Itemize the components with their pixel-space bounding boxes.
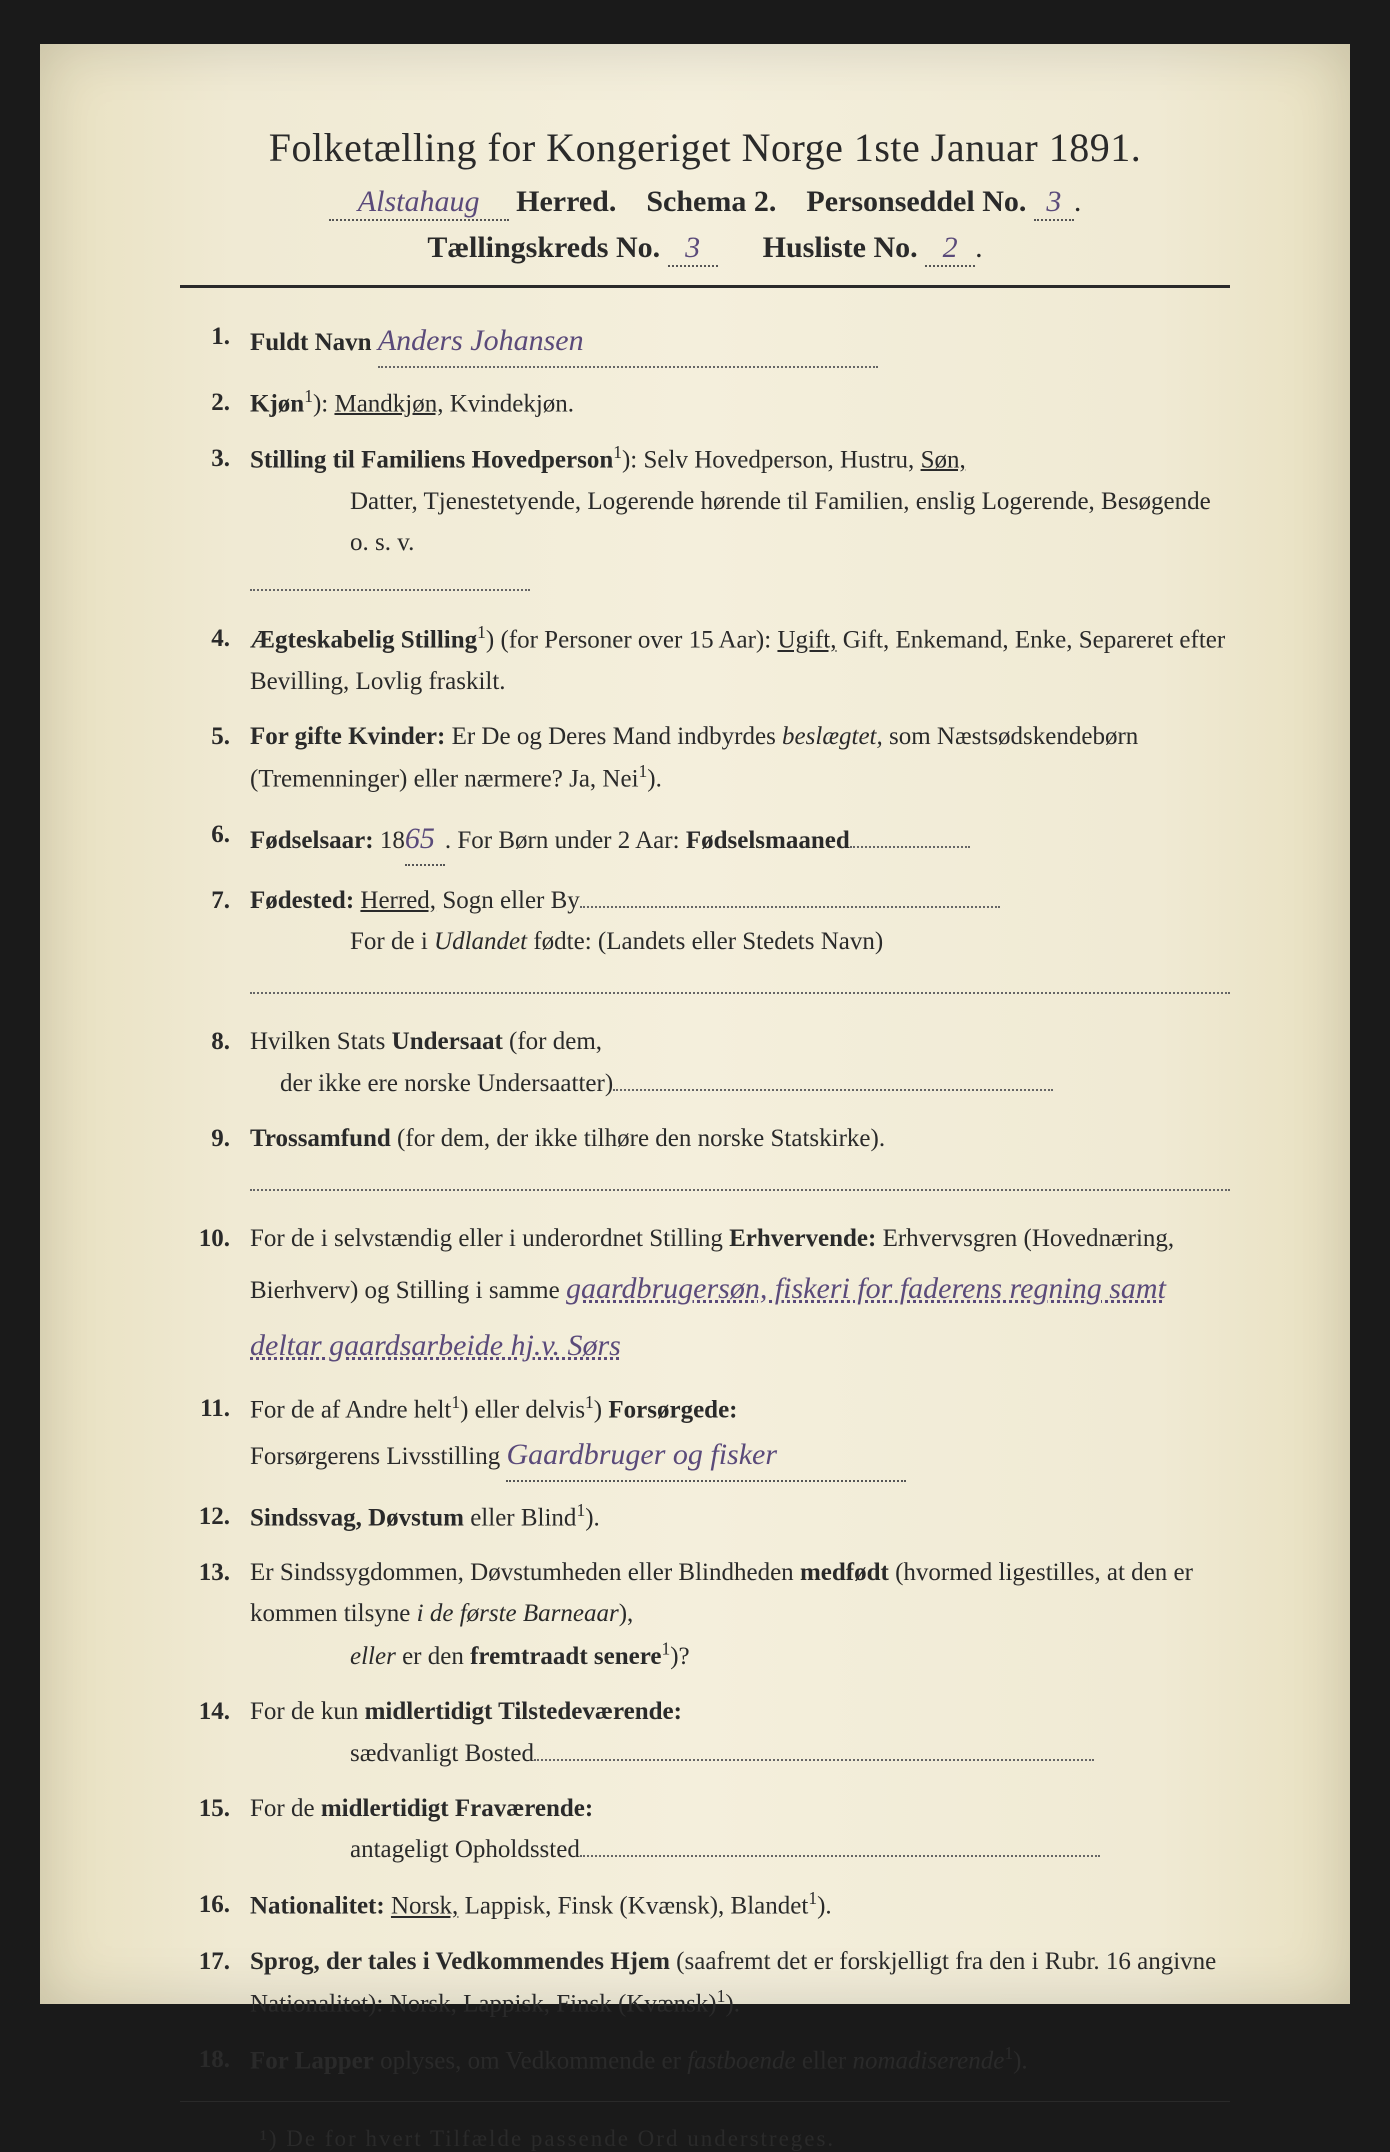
footnote-text: ¹) De for hvert Tilfælde passende Ord un… [180,2126,1230,2152]
field-6-birthyear: 6. Fødselsaar: 1865. For Børn under 2 Aa… [180,814,1230,866]
field-16-nationality: 16. Nationalitet: Norsk, Lappisk, Finsk … [180,1884,1230,1927]
personseddel-label: Personseddel No. [806,185,1026,218]
header-line-2: Alstahaug Herred. Schema 2. Personseddel… [180,185,1230,221]
kreds-label: Tællingskreds No. [427,231,660,264]
field-3-relation: 3. Stilling til Familiens Hovedperson1):… [180,438,1230,604]
header-line-3: Tællingskreds No. 3 Husliste No. 2. [180,231,1230,267]
husliste-no: 2 [925,231,975,267]
field-2-sex: 2. Kjøn1): Mandkjøn, Kvindekjøn. [180,382,1230,425]
field-15-temp-absent: 15. For de midlertidigt Fraværende: anta… [180,1788,1230,1871]
header-divider [180,285,1230,288]
field-17-language: 17. Sprog, der tales i Vedkommendes Hjem… [180,1941,1230,2025]
personseddel-no: 3 [1034,185,1074,221]
field-5-kinship: 5. For gifte Kvinder: Er De og Deres Man… [180,716,1230,800]
field-13-disability-onset: 13. Er Sindssygdommen, Døvstumheden elle… [180,1552,1230,1677]
herred-name-handwritten: Alstahaug [329,185,509,221]
field-11-dependent: 11. For de af Andre helt1) eller delvis1… [180,1388,1230,1482]
herred-label: Herred. [516,185,616,218]
field-1-name: 1. Fuldt Navn Anders Johansen [180,316,1230,368]
form-title: Folketælling for Kongeriget Norge 1ste J… [180,124,1230,171]
footnote-divider [180,2101,1230,2102]
kreds-no: 3 [668,231,718,267]
field-10-occupation: 10. For de i selvstændig eller i underor… [180,1218,1230,1373]
field-14-temp-present: 14. For de kun midlertidigt Tilstedevære… [180,1691,1230,1774]
field-18-sami: 18. For Lapper oplyses, om Vedkommende e… [180,2039,1230,2082]
census-form-page: Folketælling for Kongeriget Norge 1ste J… [40,44,1350,2004]
field-9-religion: 9. Trossamfund (for dem, der ikke tilhør… [180,1118,1230,1205]
field-12-disability: 12. Sindssvag, Døvstum eller Blind1). [180,1496,1230,1539]
field-8-citizenship: 8. Hvilken Stats Undersaat (for dem, der… [180,1021,1230,1104]
field-7-birthplace: 7. Fødested: Herred, Sogn eller By For d… [180,880,1230,1008]
schema-label: Schema 2. [646,185,776,218]
field-4-marital: 4. Ægteskabelig Stilling1) (for Personer… [180,618,1230,702]
husliste-label: Husliste No. [763,231,918,264]
form-header: Folketælling for Kongeriget Norge 1ste J… [180,124,1230,267]
